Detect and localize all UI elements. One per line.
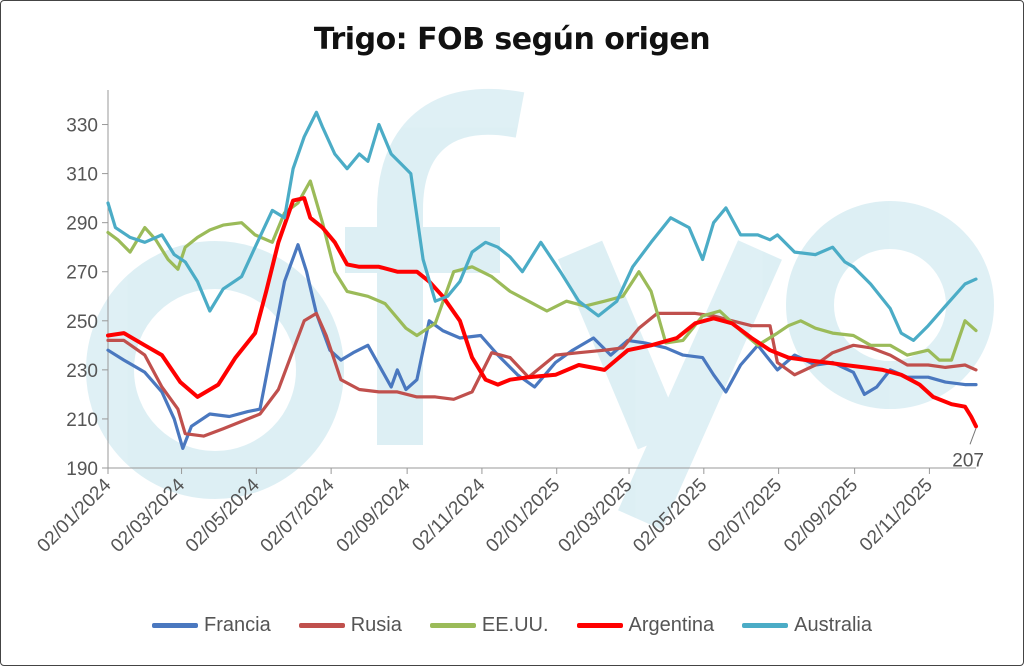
legend-swatch [576, 623, 623, 628]
legend-item: Argentina [576, 614, 715, 637]
series-line-eeuu [106, 179, 978, 362]
legend-item: Australia [742, 614, 872, 637]
chart-title: Trigo: FOB según origen [313, 22, 711, 57]
x-tick-label: 02/07/2025 [704, 475, 786, 557]
x-tick-label: 02/01/2025 [482, 475, 564, 557]
x-tick-label: 02/11/2024 [408, 474, 489, 555]
y-tick-label: 210 [66, 410, 98, 431]
legend-item: Rusia [298, 614, 402, 637]
legend-label: Australia [794, 614, 872, 636]
series-line-argentina [106, 196, 978, 429]
legend-swatch [429, 623, 476, 628]
series-line-rusia [106, 311, 978, 438]
legend-label: Rusia [350, 614, 402, 636]
x-tick-label: 02/09/2025 [780, 475, 862, 557]
watermark-y [557, 240, 782, 530]
watermark-logo [86, 88, 994, 530]
legend-label: Francia [204, 614, 271, 636]
y-tick-label: 250 [66, 312, 98, 333]
x-tick-label: 02/09/2024 [333, 474, 415, 556]
x-tick-label: 02/03/2025 [554, 475, 636, 557]
legend: Francia Rusia EE.UU. Argentina Australia [0, 614, 1024, 637]
annotation-leader [969, 428, 977, 445]
legend-swatch [152, 623, 199, 628]
y-tick-label: 310 [66, 165, 98, 186]
legend-item: Francia [152, 614, 271, 637]
x-tick-label: 02/11/2025 [856, 475, 937, 556]
annotation-layer: 207 [952, 428, 984, 471]
legend-swatch [742, 623, 789, 628]
legend-swatch [298, 623, 345, 628]
x-tick-label: 02/01/2024 [33, 474, 115, 556]
legend-label: EE.UU. [481, 614, 549, 636]
y-tick-label: 190 [66, 459, 98, 480]
y-tick-label: 290 [66, 214, 98, 235]
y-tick-label: 330 [66, 116, 98, 137]
series-layer [106, 110, 978, 450]
legend-item: EE.UU. [429, 614, 549, 637]
y-tick-label: 230 [66, 361, 98, 382]
y-tick-label: 270 [66, 263, 98, 284]
legend-label: Argentina [628, 614, 715, 636]
watermark-o2 [786, 201, 994, 409]
x-tick-label: 02/03/2024 [107, 474, 189, 556]
annotation-last-value: 207 [952, 450, 984, 471]
watermark-o [86, 241, 344, 499]
series-line-australia [106, 110, 978, 342]
